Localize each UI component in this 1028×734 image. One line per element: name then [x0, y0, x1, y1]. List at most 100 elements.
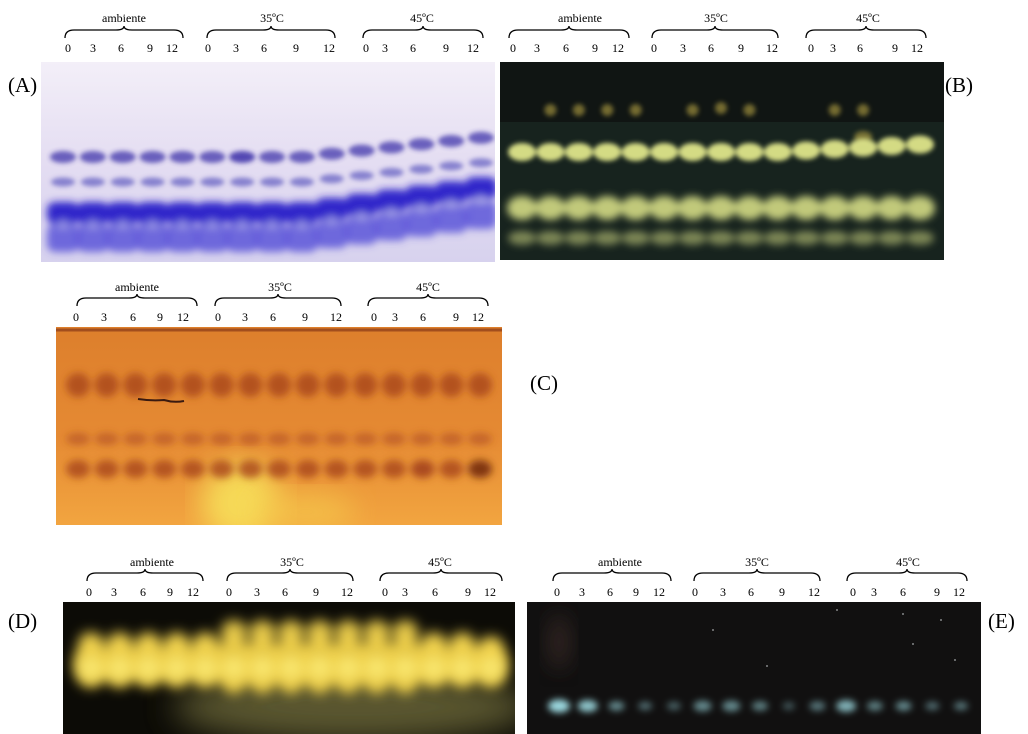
gel-band	[650, 143, 679, 161]
brace-ambiente	[76, 293, 198, 307]
gel-band	[601, 104, 614, 116]
gel-band	[577, 700, 598, 712]
gel-band	[348, 144, 375, 157]
gel-band	[381, 460, 406, 478]
gel-band	[906, 135, 934, 154]
gel-band	[439, 161, 464, 171]
gel-band	[199, 151, 226, 163]
gel-band	[468, 433, 492, 445]
gel-band	[782, 702, 795, 710]
gel-band	[256, 202, 288, 224]
gel-band	[249, 620, 276, 644]
lane-label: 6	[270, 310, 276, 324]
gel-band	[345, 193, 378, 216]
gel-band	[469, 158, 493, 168]
gel-band	[66, 433, 90, 445]
gel-band	[678, 143, 707, 161]
lane-label: 6	[708, 41, 714, 55]
panel-letter-a: (A)	[8, 73, 38, 97]
lane-label: 0	[692, 585, 698, 599]
gel-band	[136, 202, 169, 224]
gel-band	[267, 460, 291, 478]
lane-label: 6	[420, 310, 426, 324]
lane-label: 3	[254, 585, 260, 599]
lane-label: 9	[453, 310, 459, 324]
gel-band	[336, 656, 361, 680]
gel-band	[295, 373, 320, 397]
gel-band	[468, 131, 494, 144]
gel-band	[375, 212, 408, 241]
lane-label: 3	[680, 41, 686, 55]
gel-band	[405, 208, 438, 237]
gel-band	[79, 151, 106, 163]
panel-letter-e: (E)	[988, 609, 1015, 633]
gel-band	[236, 220, 249, 228]
group-label-35c: 35ºC	[280, 555, 304, 569]
gel-band	[169, 151, 196, 163]
gel-band	[954, 701, 968, 711]
gel-band	[139, 151, 166, 163]
gel-band	[226, 202, 259, 224]
lane-label: 6	[410, 41, 416, 55]
gel-band	[735, 231, 764, 245]
gel-band	[324, 373, 349, 397]
gel-band	[857, 104, 870, 116]
gel-band	[592, 196, 623, 220]
lane-label: 12	[341, 585, 353, 599]
gel-band	[146, 220, 159, 228]
gel-image-b	[500, 62, 944, 260]
lane-label: 9	[934, 585, 940, 599]
gel-band	[325, 215, 338, 224]
brace-35c	[651, 25, 779, 39]
gel-band	[209, 433, 234, 445]
gel-band	[259, 151, 285, 163]
gel-band	[66, 460, 90, 478]
gel-band	[677, 196, 708, 220]
gel-band	[836, 700, 857, 712]
gel-band	[345, 216, 378, 245]
lane-label: 12	[472, 310, 484, 324]
gel-band	[166, 224, 199, 252]
gel-band	[80, 177, 105, 187]
gel-band	[381, 433, 406, 445]
gel-band	[164, 656, 189, 680]
brace-35c	[226, 568, 354, 582]
lane-label: 9	[313, 585, 319, 599]
gel-band	[475, 195, 487, 204]
gel-band	[266, 220, 278, 228]
gel-band	[763, 143, 792, 161]
gel-band	[393, 656, 418, 680]
gel-band	[278, 620, 304, 644]
panel-letter-c: (C)	[530, 371, 558, 395]
gel-band	[279, 656, 303, 680]
gel-band	[449, 632, 476, 656]
gel-band	[180, 460, 205, 478]
gel-band	[135, 632, 162, 656]
group-label-45c: 45ºC	[428, 555, 452, 569]
lane-label: 9	[443, 41, 449, 55]
gel-band	[349, 171, 374, 181]
group-label-35c: 35ºC	[745, 555, 769, 569]
gel-band	[226, 224, 259, 252]
gel-band	[307, 656, 332, 680]
lane-label: 0	[651, 41, 657, 55]
gel-band	[50, 151, 76, 163]
lane-label: 6	[900, 585, 906, 599]
gel-band	[200, 177, 225, 187]
gel-band	[849, 138, 878, 157]
lane-label: 12	[330, 310, 342, 324]
gel-band	[385, 207, 398, 216]
gel-band	[848, 196, 879, 220]
gel-band	[421, 656, 446, 680]
group-label-45c: 45ºC	[416, 280, 440, 294]
gel-band	[196, 224, 229, 252]
gel-band	[123, 433, 148, 445]
gel-band	[152, 460, 177, 478]
gel-band	[379, 167, 404, 177]
gel-band	[229, 151, 256, 163]
gel-band	[435, 181, 468, 204]
gel-band	[752, 701, 768, 711]
gel-band	[408, 138, 435, 151]
gel-band	[238, 460, 263, 478]
gel-band	[734, 196, 765, 220]
